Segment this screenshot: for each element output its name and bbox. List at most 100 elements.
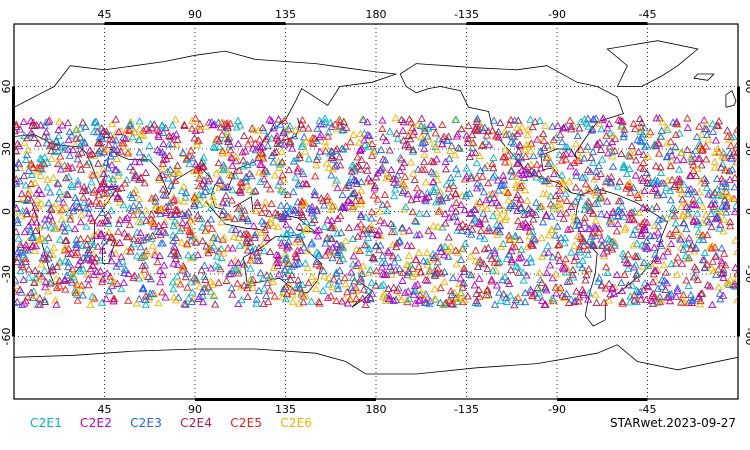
observation-marker bbox=[236, 283, 246, 291]
observation-marker bbox=[115, 238, 124, 247]
observation-marker bbox=[505, 279, 514, 287]
observation-marker bbox=[460, 295, 469, 304]
observation-marker bbox=[691, 146, 700, 155]
observation-marker bbox=[463, 138, 472, 146]
tick-label: 45 bbox=[98, 403, 112, 416]
tick-label: 60 bbox=[743, 80, 750, 94]
observation-marker bbox=[568, 265, 577, 273]
observation-marker bbox=[349, 252, 358, 260]
observation-marker bbox=[584, 122, 593, 130]
observation-marker bbox=[413, 190, 422, 199]
observation-marker bbox=[298, 197, 307, 205]
observation-marker bbox=[87, 170, 96, 178]
observation-marker bbox=[602, 210, 612, 219]
observation-marker bbox=[227, 258, 236, 267]
observation-marker bbox=[602, 131, 611, 139]
observation-marker bbox=[597, 280, 606, 289]
observation-marker bbox=[41, 277, 50, 286]
observation-marker bbox=[336, 241, 346, 249]
observation-marker bbox=[409, 169, 418, 177]
observation-marker bbox=[209, 242, 218, 250]
observation-marker bbox=[253, 198, 262, 206]
observation-marker bbox=[53, 178, 62, 187]
observation-marker bbox=[67, 131, 76, 139]
observation-marker bbox=[389, 296, 398, 304]
observation-marker bbox=[323, 196, 332, 204]
observation-marker bbox=[629, 241, 638, 249]
observation-marker bbox=[710, 204, 719, 213]
observation-marker bbox=[61, 256, 70, 264]
observation-marker bbox=[299, 297, 308, 306]
observation-marker bbox=[639, 258, 648, 266]
observation-marker bbox=[27, 170, 36, 179]
observation-marker bbox=[199, 153, 208, 161]
observation-marker bbox=[472, 126, 481, 134]
observation-marker bbox=[594, 161, 603, 170]
observation-marker bbox=[705, 217, 714, 226]
observation-marker bbox=[541, 283, 550, 291]
observation-marker bbox=[281, 132, 290, 140]
observation-marker bbox=[209, 290, 218, 299]
observation-marker bbox=[332, 268, 341, 276]
observation-marker bbox=[289, 157, 298, 165]
observation-marker bbox=[344, 223, 353, 232]
observation-marker bbox=[368, 139, 377, 147]
observation-marker bbox=[188, 153, 197, 162]
observation-marker bbox=[172, 206, 181, 214]
observation-marker bbox=[50, 203, 59, 211]
observation-marker bbox=[69, 270, 78, 278]
observation-marker bbox=[255, 135, 264, 143]
observation-marker bbox=[607, 243, 616, 251]
observation-marker bbox=[326, 234, 335, 242]
observation-marker bbox=[116, 147, 125, 155]
observation-marker bbox=[688, 295, 697, 303]
observation-marker bbox=[507, 258, 516, 266]
observation-marker bbox=[617, 121, 626, 129]
observation-marker bbox=[220, 233, 229, 241]
observation-marker bbox=[274, 251, 283, 259]
observation-marker bbox=[680, 219, 689, 227]
observation-marker bbox=[76, 133, 85, 142]
observation-marker bbox=[282, 230, 291, 238]
legend-item-c2e6: C2E6 bbox=[280, 416, 313, 430]
observation-marker bbox=[595, 228, 604, 236]
observation-marker bbox=[234, 258, 243, 267]
observation-marker bbox=[297, 290, 306, 299]
observation-marker bbox=[303, 246, 312, 255]
observation-marker bbox=[42, 128, 51, 136]
observation-marker bbox=[471, 256, 480, 265]
observation-marker bbox=[598, 186, 607, 195]
observation-marker bbox=[18, 262, 27, 271]
observation-marker bbox=[76, 165, 86, 173]
observation-marker bbox=[153, 145, 162, 154]
observation-marker bbox=[291, 206, 300, 214]
observation-marker bbox=[126, 247, 135, 255]
observation-marker bbox=[27, 217, 36, 226]
observation-marker bbox=[457, 226, 466, 234]
observation-marker bbox=[363, 117, 372, 126]
observation-marker bbox=[685, 234, 694, 242]
observation-marker bbox=[398, 276, 407, 284]
observation-marker bbox=[563, 265, 572, 273]
observation-marker bbox=[392, 242, 401, 251]
observation-marker bbox=[488, 266, 497, 274]
observation-marker bbox=[608, 131, 617, 139]
observation-marker bbox=[727, 154, 736, 162]
observation-marker bbox=[647, 296, 657, 304]
observation-marker bbox=[75, 160, 85, 168]
observation-marker bbox=[528, 234, 538, 242]
observation-marker bbox=[593, 140, 602, 148]
observation-marker bbox=[79, 241, 88, 249]
observation-marker bbox=[125, 126, 134, 134]
observation-marker bbox=[204, 248, 213, 257]
observation-marker bbox=[172, 130, 181, 138]
observation-marker bbox=[526, 254, 535, 262]
observation-marker bbox=[630, 225, 640, 233]
observation-marker bbox=[457, 124, 466, 133]
observation-marker bbox=[572, 287, 581, 295]
observation-marker bbox=[207, 203, 216, 211]
observation-marker bbox=[109, 175, 118, 183]
observation-marker bbox=[195, 200, 204, 208]
observation-marker bbox=[608, 208, 617, 217]
observation-marker bbox=[251, 206, 260, 215]
